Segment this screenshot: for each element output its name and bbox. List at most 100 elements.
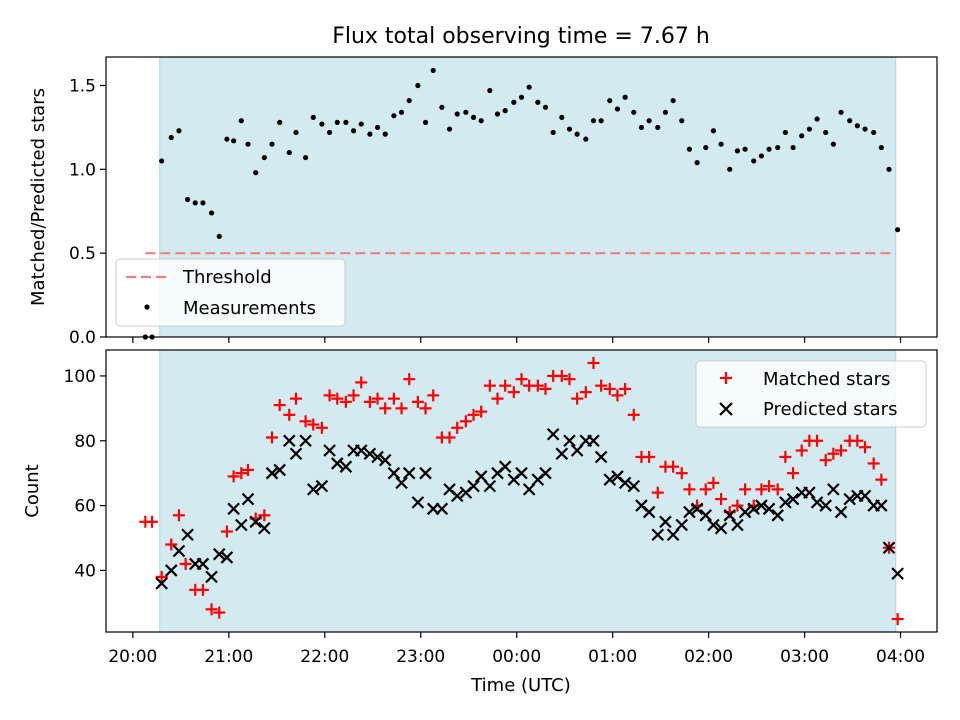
matched-star-point <box>196 583 209 596</box>
measurement-point <box>566 126 573 132</box>
measurement-point <box>302 154 309 161</box>
legend-measurements-swatch <box>144 304 150 310</box>
predicted-star-point <box>699 509 713 522</box>
measurement-point <box>766 146 772 152</box>
matched-star-point <box>403 373 416 386</box>
predicted-star-point <box>810 496 824 509</box>
predicted-star-point <box>891 567 904 580</box>
x-tick-label: 01:00 <box>588 647 637 667</box>
measurement-point <box>358 121 364 127</box>
predicted-star-point <box>435 502 449 516</box>
predicted-star-point <box>834 505 848 519</box>
matched-star-point <box>307 418 320 431</box>
measurement-point <box>686 146 693 152</box>
measurement-point <box>454 111 460 117</box>
predicted-star-point <box>731 518 744 532</box>
predicted-star-point <box>483 479 497 493</box>
predicted-star-point <box>771 509 784 522</box>
predicted-star-point <box>570 444 584 457</box>
measurement-point <box>216 233 222 240</box>
bottom-plot-frame <box>105 349 938 633</box>
measurement-point <box>847 118 853 124</box>
predicted-star-point <box>587 434 600 448</box>
legend-measurements-label: Measurements <box>183 298 316 319</box>
measurement-point <box>871 129 877 136</box>
x-tick-label: 20:00 <box>108 647 157 667</box>
matched-star-point <box>235 467 248 480</box>
matched-star-point <box>811 434 824 447</box>
matched-star-point <box>515 373 528 386</box>
measurement-point <box>878 144 884 151</box>
matched-star-point <box>763 480 776 493</box>
measurement-point <box>607 97 613 104</box>
measurement-point <box>742 146 748 152</box>
measurement-point <box>343 119 349 125</box>
measurement-point <box>535 99 541 105</box>
measurement-point <box>253 170 259 176</box>
measurement-point <box>406 97 412 104</box>
measurement-point <box>638 124 645 131</box>
measurement-point <box>382 131 388 137</box>
predicted-star-point <box>515 466 528 480</box>
matched-star-point <box>323 389 336 402</box>
top-y-axis: 0.0 0.5 1.0 1.5 <box>69 77 106 348</box>
predicted-star-point <box>738 505 752 519</box>
matched-star-point <box>443 431 456 444</box>
matched-star-point <box>555 369 568 382</box>
predicted-star-point <box>627 479 641 493</box>
measurement-point <box>478 118 484 124</box>
measurement-point <box>334 119 340 125</box>
predicted-stars-points <box>155 427 904 590</box>
measurement-point <box>782 129 788 136</box>
matched-star-point <box>611 389 624 402</box>
matched-star-point <box>819 454 832 467</box>
predicted-star-point <box>220 551 234 564</box>
top-plot-frame <box>105 56 938 338</box>
predicted-star-point <box>858 489 872 503</box>
predicted-star-point <box>387 466 401 480</box>
measurement-point <box>574 131 580 137</box>
predicted-star-point <box>563 434 576 448</box>
measurement-point <box>799 133 805 139</box>
x-tick-label: 03:00 <box>780 647 829 667</box>
predicted-star-point <box>843 492 856 506</box>
matched-star-point <box>227 470 240 483</box>
predicted-star-point <box>755 499 768 512</box>
matched-star-point <box>172 509 185 522</box>
measurement-point <box>854 123 860 129</box>
matched-star-point <box>891 613 904 626</box>
matched-star-point <box>755 483 768 496</box>
matched-star-point <box>355 376 368 389</box>
measurement-point <box>614 106 621 112</box>
predicted-star-point <box>172 544 186 558</box>
measurement-point <box>526 84 532 90</box>
matched-star-point <box>619 382 632 395</box>
predicted-star-point <box>762 502 776 516</box>
predicted-star-point <box>395 476 408 490</box>
predicted-star-point <box>241 492 255 506</box>
predicted-star-point <box>227 502 240 516</box>
predicted-star-point <box>779 496 792 509</box>
measurement-point <box>703 144 709 151</box>
matched-star-point <box>499 379 512 392</box>
top-y-axis-label: Matched/Predicted stars <box>28 88 49 306</box>
measurement-point <box>208 210 215 216</box>
predicted-star-point <box>354 444 368 457</box>
predicted-star-point <box>522 483 536 496</box>
matched-star-point <box>331 392 344 405</box>
measurement-point <box>159 158 165 164</box>
matched-star-point <box>827 447 840 460</box>
matched-star-point <box>427 389 440 402</box>
matched-star-point <box>289 392 302 405</box>
matched-star-point <box>371 392 384 405</box>
matched-star-point <box>739 483 752 496</box>
bottom-y-tick-label: 40 <box>74 561 96 581</box>
measurement-point <box>192 200 198 206</box>
measurement-points <box>142 67 901 340</box>
matched-star-point <box>571 392 584 405</box>
predicted-star-point <box>707 518 720 532</box>
matched-star-point <box>411 395 424 408</box>
matched-star-point <box>531 379 544 392</box>
predicted-star-point <box>651 528 665 542</box>
measurement-point <box>319 121 325 127</box>
